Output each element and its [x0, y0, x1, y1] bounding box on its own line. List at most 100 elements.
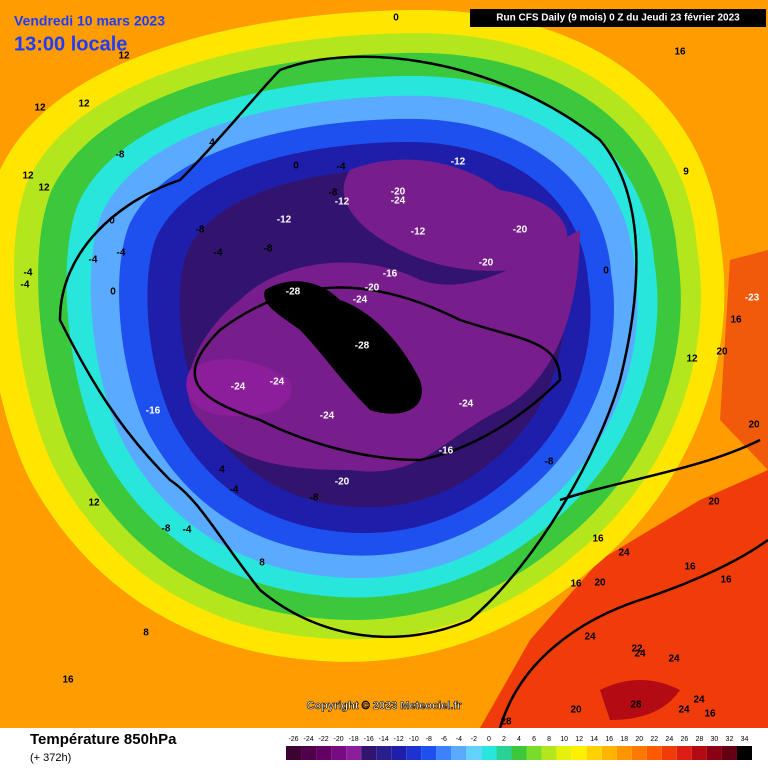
- contour-label: 0: [293, 161, 299, 172]
- contour-label: -28: [286, 287, 301, 298]
- colorbar-swatch: [676, 746, 692, 760]
- contour-label: -24: [270, 377, 285, 388]
- colorbar-swatch: [316, 746, 332, 760]
- colorbar-tick-label: 14: [590, 736, 598, 743]
- warm-region: [720, 250, 768, 470]
- contour-label: -20: [335, 477, 350, 488]
- colorbar-swatch: [496, 746, 512, 760]
- colorbar-swatch: [526, 746, 542, 760]
- valid-time: 13:00 locale: [14, 33, 127, 55]
- colorbar-tick-label: 22: [650, 736, 658, 743]
- contour-label: -24: [459, 399, 474, 410]
- contour-label: -12: [451, 157, 466, 168]
- contour-label: -20: [391, 187, 406, 198]
- contour-label: 20: [708, 497, 720, 508]
- colorbar-tick-label: -12: [394, 736, 404, 743]
- contour-label: -12: [277, 215, 292, 226]
- colorbar-swatch: [706, 746, 722, 760]
- contour-label: 16: [720, 575, 732, 586]
- contour-label: -24: [353, 295, 368, 306]
- contour-label: -4: [230, 485, 239, 496]
- contour-label: -4: [21, 280, 30, 291]
- colorbar-swatch: [301, 746, 317, 760]
- valid-date: Vendredi 10 mars 2023: [14, 13, 165, 29]
- contour-label: 8: [259, 558, 265, 569]
- contour-label: -4: [183, 525, 192, 536]
- contour-label: 20: [594, 578, 606, 589]
- colorbar-tick-label: 32: [726, 736, 734, 743]
- contour-label: 0: [109, 216, 115, 227]
- colorbar-tick-label: -10: [409, 736, 419, 743]
- colorbar-swatch: [571, 746, 587, 760]
- contour-label: -8: [162, 524, 171, 535]
- contour-label: -16: [383, 269, 398, 280]
- contour-label: 20: [570, 705, 582, 716]
- colorbar-tick-label: -16: [364, 736, 374, 743]
- contour-label: 12: [88, 498, 100, 509]
- contour-label: -8: [545, 457, 554, 468]
- contour-label: -12: [411, 227, 426, 238]
- colorbar-tick-label: 10: [560, 736, 568, 743]
- cold-region: [186, 359, 292, 417]
- colorbar-tick-label: 6: [532, 736, 536, 743]
- run-box: [470, 9, 766, 27]
- colorbar-swatch: [481, 746, 497, 760]
- colorbar-tick-label: 34: [741, 736, 749, 743]
- contour-label: 20: [716, 347, 728, 358]
- colorbar-tick-label: 4: [517, 736, 521, 743]
- contour-label: 24: [618, 548, 630, 559]
- colorbar-swatch: [631, 746, 647, 760]
- coldest-core: [264, 281, 422, 414]
- contour-label: 4: [219, 465, 225, 476]
- colorbar-swatch: [721, 746, 737, 760]
- colorbar-tick-label: -26: [288, 736, 298, 743]
- colorbar-swatch: [556, 746, 572, 760]
- contour-label: -4: [117, 248, 126, 259]
- contour-label: 0: [393, 13, 399, 24]
- contour-label: 16: [570, 579, 582, 590]
- colorbar-tick-label: 2: [502, 736, 506, 743]
- colorbar-swatch: [421, 746, 437, 760]
- colorbar-swatch: [331, 746, 347, 760]
- contour-label: -8: [196, 225, 205, 236]
- contour-label: -4: [337, 162, 346, 173]
- colorbar-swatch: [661, 746, 677, 760]
- contour-label: -4: [89, 255, 98, 266]
- colorbar-swatch: [361, 746, 377, 760]
- contour-label: 16: [674, 47, 686, 58]
- contour-label: -4: [214, 248, 223, 259]
- colorbar-tick-label: 12: [575, 736, 583, 743]
- colorbar: -26 -24 -22 -20 -18 -16 -14 -12 -10 -8 -6 -4 -2 0 2 4 6 8…: [286, 736, 752, 760]
- colorbar-tick-label: 18: [620, 736, 628, 743]
- colorbar-tick-label: 26: [680, 736, 688, 743]
- colorbar-tick-label: 0: [487, 736, 491, 743]
- colorbar-tick-label: -22: [319, 736, 329, 743]
- colorbar-tick-label: 16: [605, 736, 613, 743]
- colorbar-tick-label: 8: [547, 736, 551, 743]
- colorbar-swatch: [541, 746, 557, 760]
- contour-label: 24: [678, 705, 690, 716]
- copyright: Copyright © 2023 Meteociel.fr: [307, 700, 463, 712]
- contour-label: -8: [310, 493, 319, 504]
- colorbar-swatch: [511, 746, 527, 760]
- contour-label: -28: [355, 341, 370, 352]
- contour-label: -12: [335, 197, 350, 208]
- colorbar-tick-label: -24: [303, 736, 313, 743]
- colorbar-tick-label: 28: [695, 736, 703, 743]
- contour-label: 12: [22, 171, 34, 182]
- contour-label: 16: [730, 315, 742, 326]
- contour-label: 24: [634, 649, 646, 660]
- contour-label: -16: [146, 406, 161, 417]
- contour-label: -8: [264, 244, 273, 255]
- contour-label: -20: [365, 283, 380, 294]
- colorbar-swatch: [406, 746, 422, 760]
- contour-label: 24: [584, 632, 596, 643]
- colorbar-swatch: [451, 746, 467, 760]
- contour-label: -8: [329, 188, 338, 199]
- contour-label: 4: [209, 138, 215, 149]
- colorbar-tick-label: -18: [349, 736, 359, 743]
- contour-label: -4: [24, 268, 33, 279]
- colorbar-swatch: [286, 746, 302, 760]
